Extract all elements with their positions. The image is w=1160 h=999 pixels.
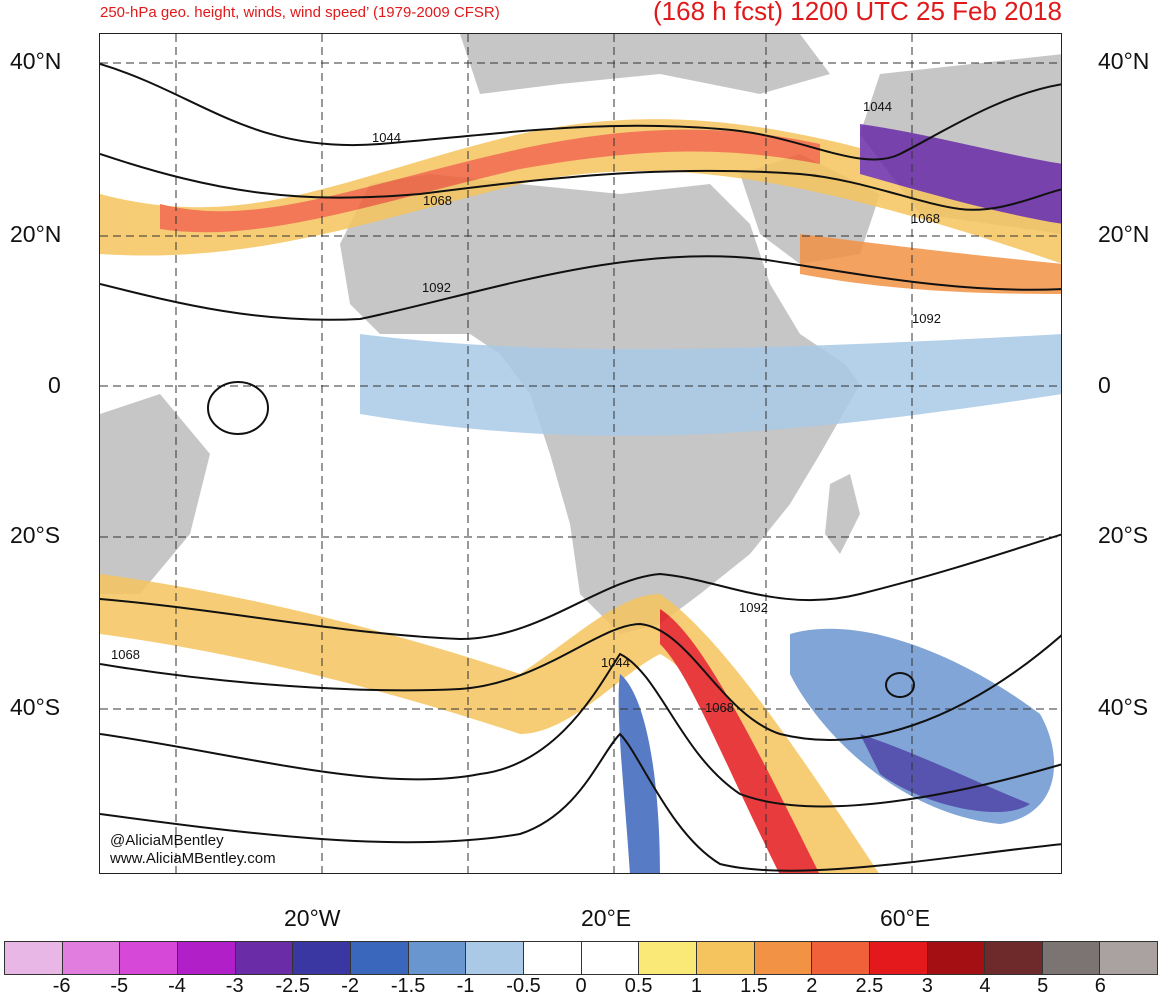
- colorbar-tick-label: 0.5: [624, 975, 653, 997]
- jet-north-core: [100, 119, 1061, 264]
- colorbar-swatch: [523, 942, 582, 974]
- colorbar-swatch: [869, 942, 928, 974]
- jet-north-max: [160, 129, 820, 233]
- contour-label: 1068: [911, 211, 940, 226]
- colorbar-swatch: [5, 942, 63, 974]
- colorbar-swatch: [466, 942, 524, 974]
- colorbar-tick-label: -4: [168, 975, 186, 997]
- colorbar-tick-label: 1.5: [740, 975, 768, 997]
- colorbar-swatch: [696, 942, 755, 974]
- contour-label: 1092: [739, 600, 768, 615]
- colorbar-tick-label: -2.5: [275, 975, 310, 997]
- colorbar-tick-label: 3: [921, 975, 933, 997]
- contour-label-group: 1044 1068 1092 1044 1068 1092 1068 1044 …: [111, 99, 941, 715]
- colorbar-tick-label: -5: [110, 975, 129, 997]
- contour-1092-north: [100, 255, 1061, 321]
- colorbar-swatch: [927, 942, 986, 974]
- lat-label-40n-right: 40°N: [1098, 48, 1150, 74]
- contour-1044-north: [100, 63, 1061, 161]
- lat-label-20n-right: 20°N: [1098, 221, 1150, 247]
- lat-label-40s-right: 40°S: [1098, 694, 1149, 720]
- height-contours: [100, 63, 1061, 872]
- jet-south-max: [660, 609, 820, 873]
- lat-label-20n: 20°N: [10, 221, 62, 247]
- negative-anomaly-tropics: [360, 334, 1061, 436]
- lat-label-40n: 40°N: [10, 48, 62, 74]
- colorbar-tick-label: -2: [341, 975, 359, 997]
- colorbar-tick-label: 4: [979, 975, 991, 997]
- lat-label-20s: 20°S: [10, 522, 61, 548]
- graticule: [100, 34, 1061, 873]
- colorbar-tick-label: 2.5: [855, 975, 884, 997]
- colorbar-swatch: [177, 942, 236, 974]
- lat-label-40s: 40°S: [10, 694, 61, 720]
- contour-label: 1068: [423, 193, 452, 208]
- contour-label: 1092: [422, 280, 451, 295]
- contour-1068-south: [100, 622, 1061, 741]
- jet-east-max: [800, 234, 1061, 294]
- map-subtitle: 250-hPa geo. height, winds, wind speed’ …: [100, 4, 500, 21]
- negative-anomaly-east-core: [860, 734, 1030, 813]
- colorbar-tick-label: -1.5: [390, 975, 426, 997]
- colorbar-swatch: [235, 942, 294, 974]
- colorbar-tick-label: -1: [456, 975, 475, 997]
- closed-low-contour: [207, 381, 269, 435]
- madagascar-landmass: [825, 474, 860, 554]
- colorbar-swatch: [812, 942, 870, 974]
- colorbar-tick-label: -3: [225, 975, 244, 997]
- colorbar-swatch: [62, 942, 121, 974]
- lon-label-20e: 20°E: [581, 905, 632, 931]
- lat-label-equator: 0: [48, 372, 61, 398]
- colorbar-swatch: [1100, 942, 1158, 974]
- contour-1020-south: [100, 732, 1061, 872]
- colorbar-tick-label: 5: [1037, 975, 1049, 997]
- contour-1068-north: [100, 153, 1061, 211]
- lon-label-60e: 60°E: [880, 905, 931, 931]
- author-handle: @AliciaMBentley: [110, 832, 224, 849]
- contour-1092-south: [100, 533, 1061, 641]
- forecast-valid-time: (168 h fcst) 1200 UTC 25 Feb 2018: [652, 0, 1062, 26]
- lon-label-20w: 20°W: [284, 905, 341, 931]
- south-america-landmass: [100, 394, 210, 594]
- colorbar-swatch: [1042, 942, 1101, 974]
- colorbar-tick-label: 0: [575, 975, 587, 997]
- lat-label-20s-right: 20°S: [1098, 522, 1149, 548]
- contour-label: 1092: [912, 311, 941, 326]
- colorbar-swatch: [639, 942, 697, 974]
- colorbar-swatch: [408, 942, 467, 974]
- colorbar-swatch: [293, 942, 351, 974]
- contour-1044-south: [100, 652, 1061, 808]
- colorbar-tick-label: 1: [690, 975, 703, 997]
- map-panel: 1044 1068 1092 1044 1068 1092 1068 1044 …: [99, 33, 1062, 874]
- colorbar-tick-label: 6: [1094, 975, 1106, 997]
- colorbar-swatch: [985, 942, 1043, 974]
- colorbar: [4, 941, 1158, 975]
- closed-low-contour: [885, 672, 915, 698]
- lat-label-equator-right: 0: [1098, 372, 1111, 398]
- contour-label: 1044: [372, 130, 401, 145]
- colorbar-tick-label: -6: [52, 975, 71, 997]
- colorbar-tick-label: -0.5: [506, 975, 541, 997]
- wind-speed-anomaly-map: 1044 1068 1092 1044 1068 1092 1068 1044 …: [100, 34, 1061, 873]
- contour-label: 1044: [601, 655, 630, 670]
- colorbar-swatch: [350, 942, 409, 974]
- negative-anomaly-south-central: [618, 674, 660, 873]
- author-website: www.AliciaMBentley.com: [110, 850, 276, 867]
- contour-label: 1068: [111, 647, 140, 662]
- contour-label: 1044: [863, 99, 892, 114]
- negative-anomaly-east: [790, 628, 1055, 824]
- contour-label: 1068: [705, 700, 734, 715]
- colorbar-swatch: [120, 942, 178, 974]
- colorbar-tick-label: 2: [806, 975, 818, 997]
- colorbar-swatch: [581, 942, 640, 974]
- colorbar-swatch: [754, 942, 813, 974]
- europe-landmass: [460, 34, 830, 94]
